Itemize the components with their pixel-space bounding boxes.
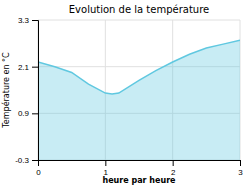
grid-line (38, 20, 240, 21)
tick-label: 2.1 (18, 63, 30, 72)
tick: 0.9 (18, 109, 38, 118)
line (38, 40, 240, 94)
tick: 2.1 (18, 63, 38, 72)
tick-mark (32, 67, 38, 68)
axis-line (39, 161, 241, 167)
tick: 2 (171, 160, 176, 177)
tick-mark (173, 160, 174, 166)
y-axis-title: Température en °C (1, 52, 11, 129)
tick-label: 0.9 (18, 109, 30, 118)
title: Evolution de la température (69, 4, 209, 15)
tick: 1 (104, 160, 109, 177)
plot: 0 1 2 3 -0.3 0.9 2.1 3.3 (15, 16, 243, 177)
tick-label: 3.3 (18, 16, 30, 25)
tick: 3 (238, 160, 243, 177)
tick-mark (32, 160, 38, 161)
area (38, 40, 240, 160)
tick-mark (105, 160, 106, 166)
tick-mark (32, 113, 38, 114)
tick-mark (240, 160, 241, 166)
x-axis: 0 1 2 3 (36, 160, 243, 177)
y-axis: -0.3 0.9 2.1 3.3 (15, 16, 38, 165)
marks (38, 40, 240, 160)
tick-label: -0.3 (15, 156, 29, 165)
tick-label: 0 (36, 168, 41, 177)
tick-mark (32, 20, 38, 21)
tick: 3.3 (18, 16, 38, 25)
grid (38, 20, 240, 160)
tick-label: 3 (238, 168, 243, 177)
tick: -0.3 (15, 156, 38, 165)
x-axis-title: heure par heure (102, 176, 176, 185)
axis-line (32, 21, 39, 161)
chart: 0 1 2 3 -0.3 0.9 2.1 3.3 Evolution de la tempéra… (0, 0, 250, 188)
tick: 0 (36, 160, 41, 177)
